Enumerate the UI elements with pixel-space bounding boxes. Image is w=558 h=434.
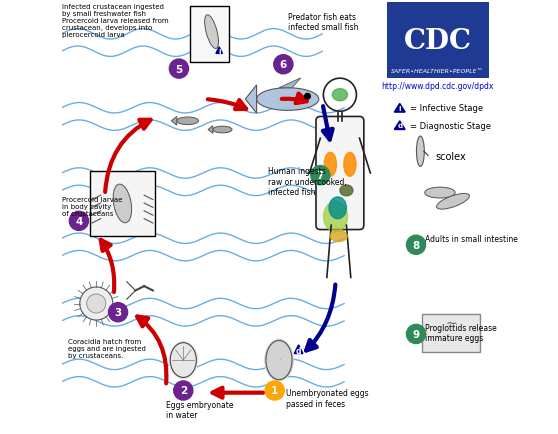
Text: ·: ·	[278, 356, 280, 365]
FancyBboxPatch shape	[422, 314, 480, 352]
Text: 3: 3	[114, 308, 122, 317]
Polygon shape	[208, 126, 213, 134]
Polygon shape	[279, 79, 301, 89]
Text: 9: 9	[412, 329, 420, 339]
Text: scolex: scolex	[436, 151, 466, 161]
Text: Procercoid larvae
in body cavity
of crustaceans: Procercoid larvae in body cavity of crus…	[61, 197, 122, 217]
Ellipse shape	[340, 185, 353, 196]
Ellipse shape	[324, 153, 336, 177]
Polygon shape	[246, 85, 257, 114]
Ellipse shape	[113, 185, 132, 223]
Text: ~: ~	[445, 316, 456, 330]
Circle shape	[406, 236, 426, 255]
Text: = Diagnostic Stage: = Diagnostic Stage	[410, 122, 490, 130]
Text: Human ingests
raw or undercooked,
infected fish: Human ingests raw or undercooked, infect…	[268, 167, 347, 197]
Ellipse shape	[416, 137, 424, 167]
Circle shape	[108, 303, 128, 322]
Circle shape	[311, 166, 330, 185]
FancyBboxPatch shape	[387, 3, 489, 79]
Ellipse shape	[332, 89, 348, 102]
Ellipse shape	[329, 197, 347, 219]
Ellipse shape	[177, 118, 199, 125]
Polygon shape	[395, 122, 405, 130]
Ellipse shape	[330, 231, 347, 242]
Text: i: i	[398, 105, 401, 112]
Polygon shape	[171, 117, 177, 126]
Text: Proglottids release
immature eggs: Proglottids release immature eggs	[425, 323, 497, 343]
FancyBboxPatch shape	[90, 171, 155, 237]
Text: d: d	[296, 346, 301, 355]
Polygon shape	[395, 104, 405, 113]
Circle shape	[170, 60, 189, 79]
Text: d: d	[397, 123, 402, 129]
Ellipse shape	[205, 16, 219, 49]
Text: 1: 1	[271, 386, 278, 395]
Text: Adults in small intestine: Adults in small intestine	[425, 234, 518, 243]
Text: 2: 2	[180, 386, 187, 395]
Polygon shape	[216, 48, 223, 54]
Ellipse shape	[344, 153, 356, 177]
Circle shape	[274, 56, 293, 75]
Text: CDC: CDC	[404, 28, 472, 55]
FancyBboxPatch shape	[190, 7, 229, 63]
Text: i: i	[218, 49, 220, 55]
Circle shape	[305, 94, 310, 100]
Circle shape	[265, 381, 284, 400]
Circle shape	[80, 287, 113, 320]
Text: Coracidia hatch from
eggs and are ingested
by crustaceans.: Coracidia hatch from eggs and are ingest…	[68, 339, 146, 358]
Ellipse shape	[436, 194, 469, 210]
Text: Infected crustacean ingested
by small freshwater fish
Procercoid larva released : Infected crustacean ingested by small fr…	[61, 4, 168, 38]
FancyBboxPatch shape	[316, 117, 364, 230]
Circle shape	[406, 325, 426, 344]
Text: 4: 4	[75, 217, 83, 226]
Text: 6: 6	[280, 60, 287, 70]
Ellipse shape	[257, 89, 319, 111]
Text: SAFER•HEALTHIER•PEOPLE™: SAFER•HEALTHIER•PEOPLE™	[391, 69, 484, 74]
Text: = Infective Stage: = Infective Stage	[410, 104, 483, 113]
Text: Eggs embryonate
in water: Eggs embryonate in water	[166, 400, 233, 420]
Ellipse shape	[169, 342, 198, 378]
Ellipse shape	[425, 187, 455, 198]
Text: Predator fish eats
infected small fish: Predator fish eats infected small fish	[288, 13, 358, 33]
Text: 5: 5	[175, 65, 182, 74]
Ellipse shape	[324, 202, 348, 232]
Text: 8: 8	[412, 240, 420, 250]
Text: http://www.dpd.cdc.gov/dpdx: http://www.dpd.cdc.gov/dpdx	[382, 82, 494, 91]
Text: 7: 7	[316, 171, 324, 181]
Polygon shape	[294, 345, 303, 354]
Ellipse shape	[213, 127, 232, 134]
Circle shape	[86, 294, 106, 313]
Circle shape	[69, 212, 89, 231]
Circle shape	[174, 381, 193, 400]
Ellipse shape	[265, 339, 293, 381]
Text: Unembryonated eggs
passed in feces: Unembryonated eggs passed in feces	[286, 388, 368, 408]
